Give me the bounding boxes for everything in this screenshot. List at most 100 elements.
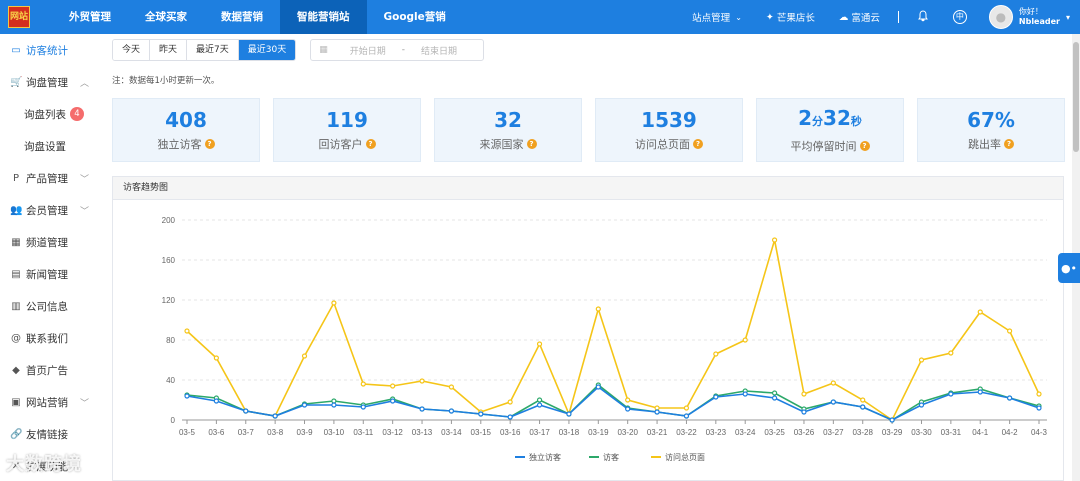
sidebar-item-label: 会员管理 bbox=[26, 204, 68, 217]
range-button-1[interactable]: 昨天 bbox=[150, 40, 188, 60]
data-point bbox=[771, 390, 778, 396]
user-info[interactable]: 你好！ Nbleader bbox=[1019, 7, 1060, 27]
sidebar-item-5[interactable]: 👥 会员管理 ﹀ bbox=[0, 194, 100, 226]
avatar[interactable]: ● bbox=[988, 5, 1013, 29]
stat-label: 来源国家? bbox=[480, 136, 537, 152]
x-tick-label: 03-7 bbox=[238, 428, 255, 437]
x-tick-label: 03-6 bbox=[208, 428, 225, 437]
main-nav: 外贸管理 全球买家 数据营销 智能营销站 Google营销 bbox=[52, 0, 463, 34]
x-tick-label: 03-24 bbox=[735, 428, 756, 437]
range-button-2[interactable]: 最近7天 bbox=[187, 40, 239, 60]
notification-button[interactable] bbox=[905, 9, 941, 25]
nav-item-4[interactable]: Google营销 bbox=[383, 11, 446, 23]
user-menu-caret-icon[interactable]: ▾ bbox=[1065, 12, 1070, 22]
stat-value: 67% bbox=[967, 108, 1015, 132]
marketing-icon: ▣ bbox=[11, 396, 21, 408]
data-point bbox=[771, 395, 778, 401]
sidebar-item-10[interactable]: ◆ 首页广告 bbox=[0, 354, 100, 386]
x-tick-label: 03-30 bbox=[911, 428, 932, 437]
data-point bbox=[536, 397, 543, 403]
stat-label-text: 来源国家 bbox=[479, 138, 524, 151]
data-point bbox=[918, 402, 925, 408]
help-icon[interactable]: ? bbox=[204, 139, 215, 149]
sidebar-item-6[interactable]: ▦ 频道管理 bbox=[0, 226, 100, 258]
x-tick-label: 03-27 bbox=[823, 428, 844, 437]
sidebar-item-12[interactable]: 🔗 友情链接 bbox=[0, 418, 100, 450]
nav-item-1[interactable]: 全球买家 bbox=[145, 11, 187, 23]
data-point bbox=[213, 355, 219, 361]
sidebar-item-label: 扩展功能 bbox=[26, 460, 68, 473]
link-icon: 🔗 bbox=[10, 428, 23, 440]
data-point bbox=[331, 402, 337, 408]
data-point bbox=[713, 394, 719, 400]
help-icon[interactable]: ? bbox=[365, 139, 376, 149]
data-point bbox=[419, 378, 425, 384]
y-tick-label: 200 bbox=[162, 216, 176, 225]
sidebar-item-2[interactable]: 询盘列表 4 bbox=[0, 98, 100, 130]
sidebar-item-label: 网站营销 bbox=[26, 396, 68, 409]
x-tick-label: 03-22 bbox=[676, 428, 697, 437]
top-right-actions: 站点管理 ⌄ ✦ 芒果店长 ☁ 富通云 中 ● 你好！ Nbleader ▾ bbox=[680, 0, 1080, 34]
cloud-link[interactable]: ☁ 富通云 bbox=[827, 10, 892, 25]
sidebar-item-1[interactable]: 🛒 询盘管理 ︿ bbox=[0, 66, 100, 98]
sidebar-item-8[interactable]: ▥ 公司信息 bbox=[0, 290, 100, 322]
sidebar-item-3[interactable]: 询盘设置 bbox=[0, 130, 100, 162]
range-button-3[interactable]: 最近30天 bbox=[238, 40, 296, 60]
data-point bbox=[507, 399, 513, 405]
help-icon[interactable]: ? bbox=[859, 141, 870, 151]
x-tick-label: 04-1 bbox=[972, 428, 989, 437]
end-date-input[interactable]: 结束日期 bbox=[421, 46, 458, 57]
data-point bbox=[948, 350, 954, 356]
sidebar-item-11[interactable]: ▣ 网站营销 ﹀ bbox=[0, 386, 100, 418]
sidebar-item-7[interactable]: ▤ 新闻管理 bbox=[0, 258, 100, 290]
bell-icon bbox=[917, 9, 929, 25]
sidebar-item-4[interactable]: P 产品管理 ﹀ bbox=[0, 162, 100, 194]
monitor-icon: ▭ bbox=[11, 44, 21, 56]
range-button-group: 今天 昨天 最近7天 最近30天 bbox=[112, 39, 297, 61]
language-switch[interactable]: 中 bbox=[941, 10, 979, 24]
x-tick-label: 03-11 bbox=[353, 428, 373, 437]
stat-value: 2分32秒 bbox=[798, 106, 862, 130]
chevron-up-icon: ︿ bbox=[80, 78, 90, 89]
sidebar-item-13[interactable]: ✕ 扩展功能 bbox=[0, 450, 100, 481]
greeting-text: 你好！ bbox=[1018, 7, 1043, 16]
scroll-thumb[interactable] bbox=[1073, 42, 1079, 152]
sidebar-item-0[interactable]: ▭ 访客统计 bbox=[0, 34, 100, 66]
data-point bbox=[272, 413, 278, 419]
site-manage-dropdown[interactable]: 站点管理 ⌄ bbox=[680, 10, 754, 25]
cart-icon: 🛒 bbox=[10, 76, 23, 88]
date-range-picker[interactable]: ▦ 开始日期 - 结束日期 bbox=[310, 39, 485, 61]
nav-item-2[interactable]: 数据营销 bbox=[221, 11, 263, 23]
x-tick-label: 03-10 bbox=[324, 428, 345, 437]
x-tick-label: 03-16 bbox=[500, 428, 521, 437]
watermark-text: 大数跨境 bbox=[6, 454, 82, 475]
extend-icon: ✕ bbox=[11, 460, 21, 472]
chat-float-button[interactable]: ●• bbox=[1058, 253, 1080, 283]
range-button-0[interactable]: 今天 bbox=[113, 40, 151, 60]
data-point bbox=[830, 399, 836, 405]
company-icon: ▥ bbox=[11, 300, 21, 312]
start-date-input[interactable]: 开始日期 bbox=[349, 46, 386, 57]
data-point bbox=[448, 408, 455, 414]
shop-link[interactable]: ✦ 芒果店长 bbox=[754, 10, 827, 25]
sidebar-item-label: 首页广告 bbox=[26, 364, 68, 377]
stat-label-text: 平均停留时间 bbox=[790, 140, 857, 153]
stat-value: 32 bbox=[494, 108, 522, 132]
brand-logo[interactable]: 网站 bbox=[8, 6, 30, 28]
help-icon[interactable]: ? bbox=[693, 139, 703, 149]
nav-item-3[interactable]: 智能营销站 bbox=[280, 0, 367, 34]
data-point bbox=[331, 398, 337, 404]
visitor-trend-chart: 0 40 80 120 160 200 03-5 03-6 03-7 03-8 03-9 03-10 0… bbox=[162, 216, 1048, 462]
y-tick-label: 120 bbox=[162, 296, 176, 305]
data-point bbox=[683, 405, 690, 411]
x-tick-label: 03-9 bbox=[297, 428, 314, 437]
nav-item-0[interactable]: 外贸管理 bbox=[69, 11, 111, 23]
x-tick-label: 03-28 bbox=[852, 428, 873, 437]
help-icon[interactable]: ? bbox=[1004, 139, 1014, 149]
sidebar-item-9[interactable]: @ 联系我们 bbox=[0, 322, 100, 354]
help-icon[interactable]: ? bbox=[526, 139, 537, 149]
stat-value: 1539 bbox=[641, 108, 697, 132]
sidebar-item-label: 友情链接 bbox=[26, 428, 68, 441]
data-point bbox=[390, 398, 396, 404]
data-point bbox=[184, 393, 190, 399]
